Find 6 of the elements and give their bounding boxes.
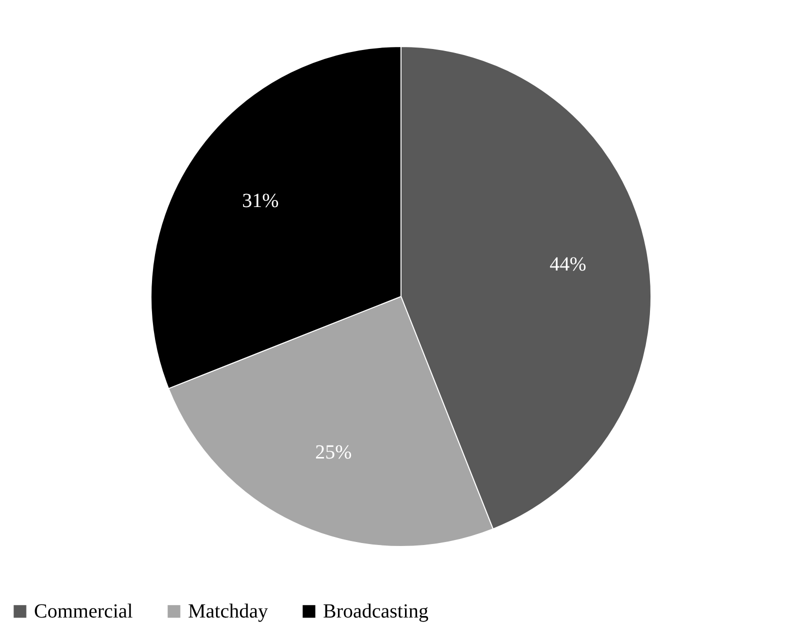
legend-label: Matchday (188, 600, 268, 622)
data-label: 31% (242, 190, 279, 212)
data-label: 44% (550, 254, 586, 276)
legend-label: Broadcasting (323, 600, 429, 622)
data-label: 25% (315, 442, 352, 464)
legend-label: Commercial (34, 600, 134, 622)
